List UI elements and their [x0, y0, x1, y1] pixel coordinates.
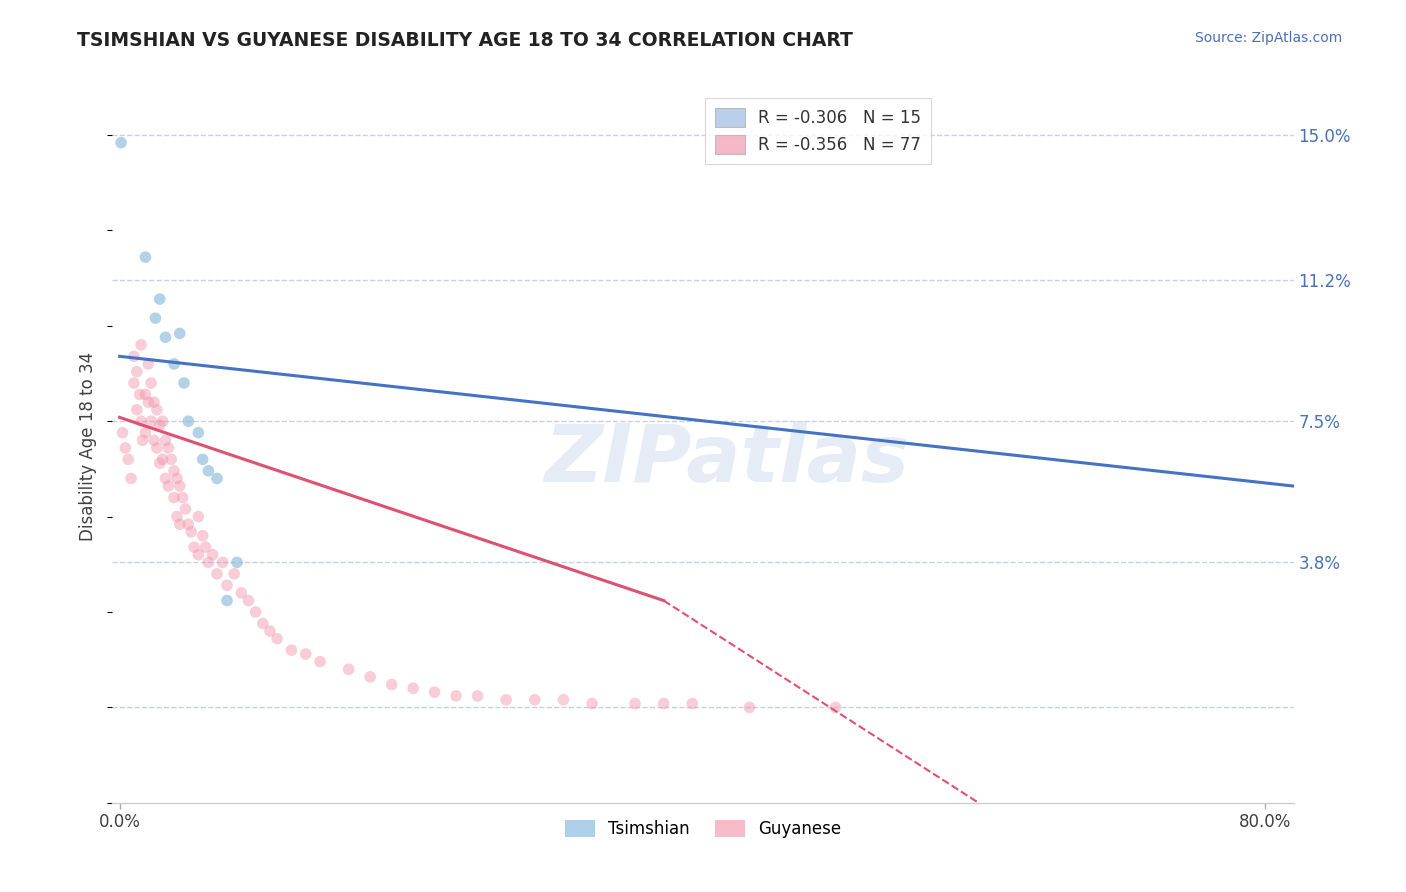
- Point: [238, 593, 260, 607]
- Point: [231, 586, 253, 600]
- Point: [136, 357, 159, 371]
- Point: [523, 692, 546, 706]
- Point: [169, 326, 191, 341]
- Point: [125, 402, 148, 417]
- Point: [224, 566, 246, 581]
- Point: [205, 566, 228, 581]
- Point: [624, 697, 647, 711]
- Point: [129, 338, 152, 352]
- Point: [134, 387, 156, 401]
- Point: [215, 578, 238, 592]
- Point: [166, 471, 188, 485]
- Point: [169, 479, 191, 493]
- Point: [122, 349, 145, 363]
- Point: [110, 136, 132, 150]
- Point: [129, 414, 152, 428]
- Point: [187, 509, 209, 524]
- Point: [652, 697, 675, 711]
- Point: [134, 250, 156, 264]
- Point: [139, 414, 162, 428]
- Point: [117, 452, 139, 467]
- Point: [157, 479, 180, 493]
- Point: [134, 425, 156, 440]
- Point: [294, 647, 316, 661]
- Point: [139, 376, 162, 390]
- Point: [309, 655, 332, 669]
- Point: [226, 555, 249, 569]
- Point: [146, 402, 169, 417]
- Point: [177, 414, 200, 428]
- Point: [146, 441, 169, 455]
- Point: [173, 376, 195, 390]
- Point: [581, 697, 603, 711]
- Point: [122, 376, 145, 390]
- Point: [149, 292, 172, 306]
- Point: [163, 491, 186, 505]
- Point: [149, 417, 172, 432]
- Text: ZIPatlas: ZIPatlas: [544, 421, 910, 500]
- Point: [157, 441, 180, 455]
- Point: [444, 689, 467, 703]
- Point: [197, 464, 219, 478]
- Point: [245, 605, 267, 619]
- Point: [381, 677, 404, 691]
- Point: [280, 643, 302, 657]
- Point: [174, 502, 197, 516]
- Point: [166, 509, 188, 524]
- Point: [259, 624, 281, 638]
- Point: [111, 425, 134, 440]
- Point: [337, 662, 360, 676]
- Point: [155, 434, 177, 448]
- Point: [143, 395, 166, 409]
- Text: TSIMSHIAN VS GUYANESE DISABILITY AGE 18 TO 34 CORRELATION CHART: TSIMSHIAN VS GUYANESE DISABILITY AGE 18 …: [77, 31, 853, 50]
- Point: [172, 491, 194, 505]
- Point: [155, 471, 177, 485]
- Point: [136, 395, 159, 409]
- Point: [180, 524, 202, 539]
- Point: [824, 700, 846, 714]
- Point: [197, 555, 219, 569]
- Text: Source: ZipAtlas.com: Source: ZipAtlas.com: [1195, 31, 1343, 45]
- Point: [681, 697, 703, 711]
- Point: [163, 464, 186, 478]
- Point: [145, 311, 167, 326]
- Point: [128, 387, 150, 401]
- Point: [131, 434, 153, 448]
- Point: [211, 555, 233, 569]
- Point: [177, 517, 200, 532]
- Point: [152, 414, 174, 428]
- Point: [467, 689, 489, 703]
- Point: [160, 452, 183, 467]
- Point: [423, 685, 446, 699]
- Point: [149, 456, 172, 470]
- Y-axis label: Disability Age 18 to 34: Disability Age 18 to 34: [79, 351, 97, 541]
- Point: [215, 593, 238, 607]
- Point: [187, 548, 209, 562]
- Point: [114, 441, 136, 455]
- Point: [495, 692, 517, 706]
- Point: [359, 670, 381, 684]
- Point: [152, 452, 174, 467]
- Point: [155, 330, 177, 344]
- Point: [143, 434, 166, 448]
- Point: [187, 425, 209, 440]
- Point: [120, 471, 142, 485]
- Point: [191, 452, 214, 467]
- Point: [252, 616, 274, 631]
- Point: [553, 692, 575, 706]
- Point: [191, 529, 214, 543]
- Point: [201, 548, 224, 562]
- Point: [266, 632, 288, 646]
- Point: [125, 365, 148, 379]
- Point: [738, 700, 761, 714]
- Point: [169, 517, 191, 532]
- Point: [402, 681, 425, 696]
- Point: [205, 471, 228, 485]
- Point: [183, 540, 205, 554]
- Point: [163, 357, 186, 371]
- Legend: Tsimshian, Guyanese: Tsimshian, Guyanese: [558, 813, 848, 845]
- Point: [194, 540, 217, 554]
